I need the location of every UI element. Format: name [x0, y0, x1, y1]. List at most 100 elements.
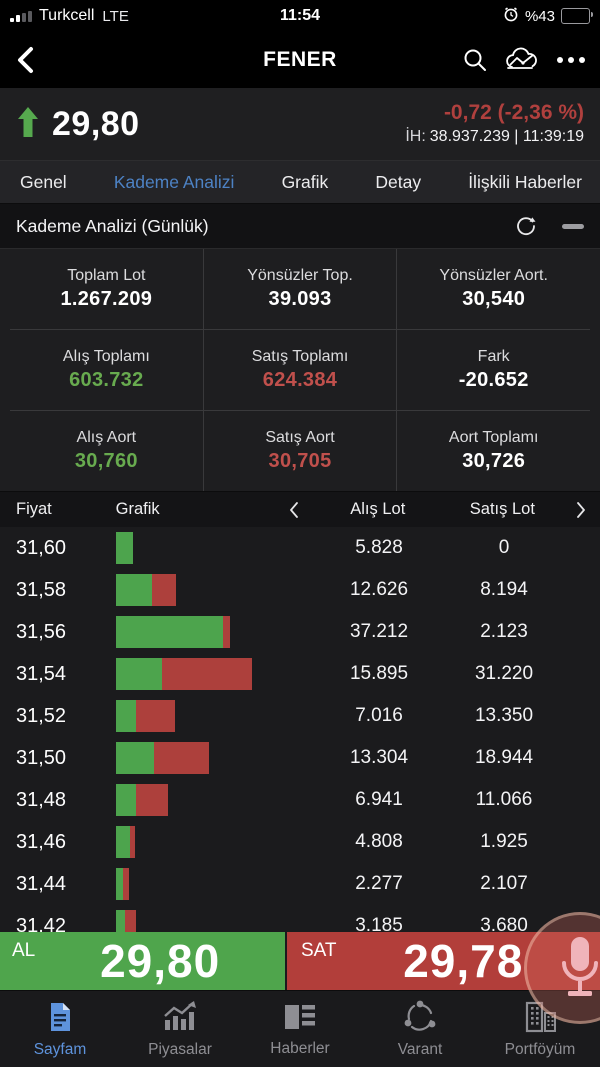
col-buy-label: Alış Lot [350, 500, 406, 518]
row-buy-lot: 3.185 [355, 915, 403, 932]
stat-label: Alış Toplamı [62, 348, 150, 365]
tab-kademe-analizi[interactable]: Kademe Analizi [113, 171, 235, 192]
price-change: -0,72 (-2,36 %) [443, 101, 584, 124]
row-buy-lot: 4.808 [355, 831, 403, 852]
title-bar: FENER [0, 32, 600, 88]
row-sell-lot: 18.944 [474, 747, 534, 768]
ladder-row[interactable]: 31,48 6.941 11.066 [0, 779, 600, 821]
buy-bar [116, 616, 224, 648]
tab-genel[interactable]: Genel [20, 171, 67, 192]
stat-label: Satış Toplamı [251, 348, 349, 365]
nav-label: Piyasalar [148, 1040, 212, 1058]
stats-row: Toplam Lot 1.267.209 Yönsüzler Top. 39.093 Y… [10, 249, 590, 329]
volume-line: İH: 38.937.239 | 11:39:19 [405, 128, 584, 145]
chevron-right-icon[interactable] [562, 501, 600, 519]
summary-stats: Toplam Lot 1.267.209 Yönsüzler Top. 39.093 Y… [0, 249, 600, 491]
stat-cell: Alış Aort 30,760 [10, 411, 203, 491]
nav-item-sayfam[interactable]: Sayfam [0, 991, 120, 1067]
panel-title: Kademe Analizi (Günlük) [16, 215, 209, 236]
stat-value: 1.267.209 [60, 288, 153, 310]
battery-icon [561, 8, 593, 24]
row-buy-lot: 13.304 [349, 747, 409, 768]
nav-item-piyasalar[interactable]: Piyasalar [120, 991, 240, 1067]
stat-label: Fark [477, 348, 510, 365]
collapse-icon[interactable] [562, 223, 584, 229]
row-price: 31,54 [16, 662, 67, 685]
ladder-row[interactable]: 31,42 3.185 3.680 [0, 905, 600, 932]
nav-label: Varant [397, 1040, 443, 1058]
row-sell-lot: 8.194 [480, 579, 528, 600]
row-price: 31,50 [16, 746, 67, 769]
ladder-row[interactable]: 31,60 5.828 0 [0, 527, 600, 569]
network-type-label: LTE [102, 7, 129, 25]
row-depth-bar [116, 700, 314, 732]
sell-bar [154, 742, 210, 774]
row-sell-lot: 11.066 [475, 789, 533, 810]
nav-item-varant[interactable]: Varant [360, 991, 480, 1067]
search-icon[interactable] [462, 47, 488, 73]
refresh-icon[interactable] [514, 214, 538, 238]
row-buy-lot: 2.277 [355, 873, 403, 894]
row-sell-lot: 0 [498, 537, 510, 558]
sell-bar [129, 826, 136, 858]
row-price: 31,58 [16, 578, 67, 601]
row-sell-lot: 1.925 [480, 831, 528, 852]
row-price: 31,46 [16, 830, 67, 853]
price-up-arrow-icon [16, 106, 40, 143]
row-buy-lot: 12.626 [349, 579, 409, 600]
section-tabs: Genel Kademe Analizi Grafik Detay İlişkili H… [0, 161, 600, 204]
sell-bar [161, 658, 252, 690]
more-menu-icon[interactable] [556, 56, 586, 64]
row-price: 31,42 [16, 914, 67, 933]
stat-label: Aort Toplamı [448, 429, 539, 446]
stat-value: 603.732 [69, 369, 144, 391]
ladder-row[interactable]: 31,46 4.808 1.925 [0, 821, 600, 863]
ladder-row[interactable]: 31,58 12.626 8.194 [0, 569, 600, 611]
news-icon [282, 1001, 318, 1036]
buy-bar [116, 826, 130, 858]
buy-bar [116, 910, 126, 932]
back-button[interactable] [14, 45, 36, 75]
row-price: 31,44 [16, 872, 67, 895]
chevron-left-icon[interactable] [275, 501, 313, 519]
nav-label: Portföyüm [504, 1040, 576, 1058]
row-sell-lot: 31.220 [474, 663, 534, 684]
ladder-row[interactable]: 31,52 7.016 13.350 [0, 695, 600, 737]
row-sell-lot: 2.107 [480, 873, 528, 894]
warrant-network-icon [402, 1000, 438, 1037]
row-depth-bar [116, 868, 314, 900]
row-price: 31,52 [16, 704, 67, 727]
row-depth-bar [116, 532, 314, 564]
stat-cell: Yönsüzler Aort. 30,540 [396, 249, 590, 329]
row-depth-bar [116, 658, 314, 690]
tab-i-li-kili-haberler[interactable]: İlişkili Haberler [468, 171, 582, 192]
buy-bar [116, 784, 137, 816]
nav-item-haberler[interactable]: Haberler [240, 991, 360, 1067]
ladder-row[interactable]: 31,54 15.895 31.220 [0, 653, 600, 695]
ladder-rows: 31,60 5.828 0 31,58 12.626 8.194 31,56 37.212 2.… [0, 527, 600, 932]
stat-label: Satış Aort [265, 429, 335, 446]
ladder-row[interactable]: 31,56 37.212 2.123 [0, 611, 600, 653]
buy-bar [116, 658, 162, 690]
tab-detay[interactable]: Detay [375, 171, 422, 192]
ladder-row[interactable]: 31,44 2.277 2.107 [0, 863, 600, 905]
stat-value: 39.093 [268, 288, 332, 310]
sell-bar [122, 868, 129, 900]
sell-bar [136, 784, 168, 816]
row-buy-lot: 6.941 [355, 789, 403, 810]
row-price: 31,48 [16, 788, 67, 811]
buy-button[interactable]: AL 29,80 [0, 932, 285, 990]
nav-item-portf-y-m[interactable]: Portföyüm [480, 991, 600, 1067]
tab-grafik[interactable]: Grafik [281, 171, 329, 192]
stat-label: Toplam Lot [67, 267, 146, 284]
trade-bar: AL 29,80 SAT 29,78 [0, 932, 600, 990]
cloud-chart-icon[interactable] [504, 47, 540, 73]
bottom-navigation: Sayfam Piyasalar Haberler Varant Portföyüm [0, 990, 600, 1067]
buy-bar [116, 700, 137, 732]
ladder-row[interactable]: 31,50 13.304 18.944 [0, 737, 600, 779]
alarm-icon [503, 6, 519, 27]
panel-header: Kademe Analizi (Günlük) [0, 204, 600, 249]
stat-cell: Satış Toplamı 624.384 [202, 330, 397, 410]
carrier-label: Turkcell [39, 7, 95, 24]
buy-bar [116, 742, 155, 774]
